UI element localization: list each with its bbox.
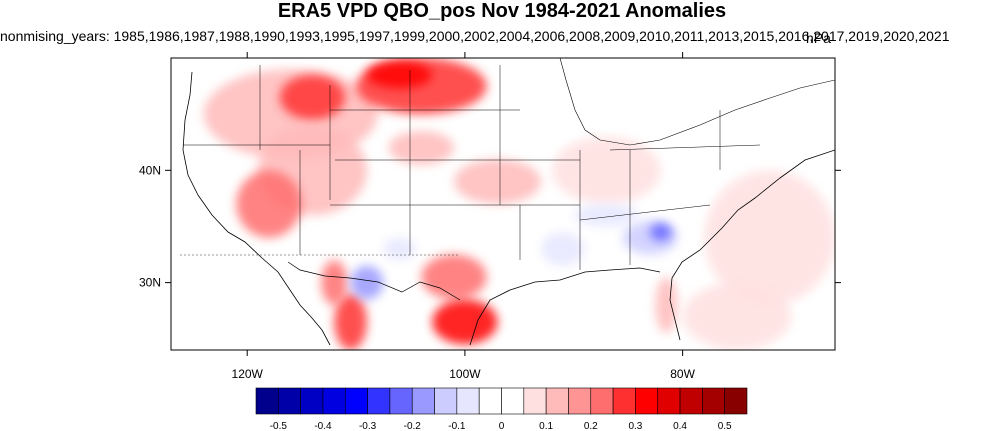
colorbar-swatch: [545, 387, 569, 415]
state-borders: [180, 65, 761, 270]
colorbar-swatch: [724, 387, 748, 415]
colorbar-swatch: [523, 387, 547, 415]
colorbar-label: -0.1: [448, 421, 466, 431]
colorbar-label: -0.5: [270, 421, 288, 431]
anomaly-region-19: [350, 265, 384, 300]
colorbar-label: 0.4: [673, 421, 687, 431]
anomaly-region-18: [541, 232, 585, 266]
anomaly-region-20: [383, 237, 416, 261]
anomaly-region-12: [432, 299, 498, 345]
units-label: hPa: [806, 30, 831, 46]
colorbar-label: -0.2: [404, 421, 422, 431]
colorbar-label: -0.4: [314, 421, 332, 431]
anomaly-region-10: [321, 260, 348, 306]
anomaly-region-21: [573, 204, 640, 227]
colorbar-swatch: [255, 387, 279, 415]
colorbar: -0.5 -0.4 -0.3 -0.2 -0.1 0 0.1 0.2 0.3 0.4 0.5: [255, 387, 748, 431]
colorbar-label: 0: [499, 421, 505, 431]
map-title: ERA5 VPD QBO_pos Nov 1984-2021 Anomalies: [277, 0, 727, 22]
colorbar-swatch: [300, 387, 324, 415]
colorbar-swatch: [411, 387, 435, 415]
lat-tick-label: 30N: [139, 276, 161, 290]
colorbar-swatch: [657, 387, 681, 415]
colorbar-label: 0.3: [628, 421, 642, 431]
colorbar-swatch: [322, 387, 346, 415]
colorbar-label: 0.5: [718, 421, 732, 431]
lon-tick-label: 80W: [670, 367, 695, 381]
lat-tick-label: 40N: [139, 163, 161, 177]
colorbar-swatch: [612, 387, 636, 415]
colorbar-swatch: [568, 387, 592, 415]
anomaly-region-17: [649, 223, 672, 242]
anomaly-field: [203, 58, 835, 350]
anomaly-region-11: [421, 254, 487, 300]
anomaly-region-3: [366, 61, 433, 89]
colorbar-swatch: [389, 387, 413, 415]
coastline-outline: [182, 58, 835, 346]
colorbar-label: -0.3: [359, 421, 377, 431]
colorbar-label: 0.2: [584, 421, 598, 431]
colorbar-swatch: [344, 387, 368, 415]
anomaly-region-8: [551, 136, 661, 204]
lon-tick-label: 120W: [232, 367, 264, 381]
colorbar-swatch: [278, 387, 301, 415]
anomaly-region-5: [236, 170, 302, 238]
colorbar-swatch: [367, 387, 391, 415]
colorbar-swatch: [635, 387, 659, 415]
colorbar-swatch: [501, 387, 525, 415]
colorbar-label: 0.1: [539, 421, 553, 431]
anomaly-region-14: [655, 277, 678, 334]
colorbar-swatch: [702, 387, 725, 415]
anomaly-region-13: [704, 170, 835, 306]
map-frame: [170, 57, 836, 351]
lon-tick-label: 100W: [449, 367, 481, 381]
anomaly-region-7: [388, 131, 455, 165]
anomaly-region-6: [454, 159, 542, 205]
anomaly-region-9: [334, 293, 367, 350]
longitude-ticks: 120W 100W 80W: [232, 52, 696, 381]
colorbar-swatch: [590, 387, 614, 415]
latitude-ticks: 40N 30N: [139, 163, 841, 290]
subtitle-years: nonmising_years: 1985,1986,1987,1988,199…: [0, 28, 950, 44]
anomaly-region-15: [682, 282, 792, 350]
anomaly-region-1: [279, 74, 346, 120]
colorbar-swatch: [679, 387, 703, 415]
colorbar-swatch: [478, 387, 502, 415]
colorbar-swatch: [434, 387, 458, 415]
colorbar-swatch: [456, 387, 480, 415]
